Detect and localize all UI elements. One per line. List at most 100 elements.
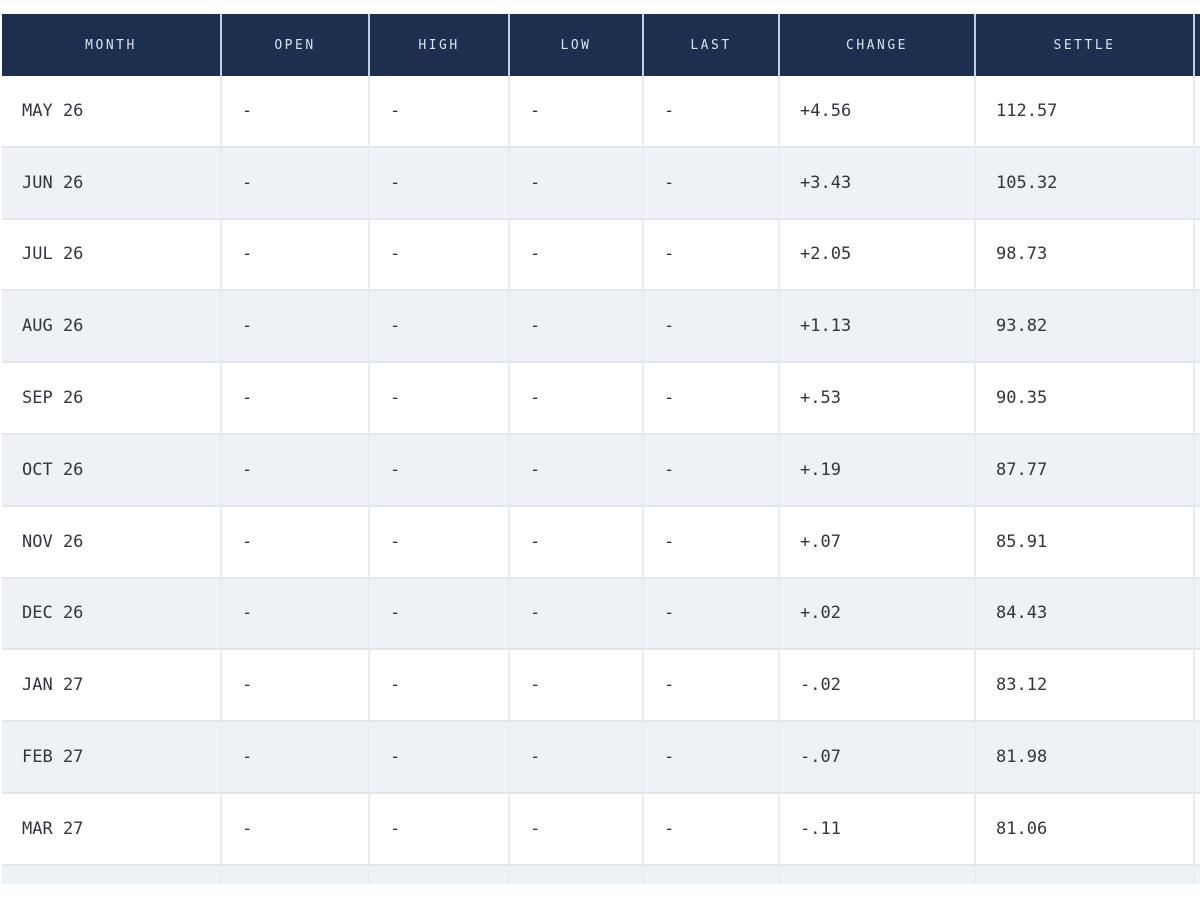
extra-cell [1193, 578, 1200, 651]
column-header-change: CHANGE [778, 14, 974, 76]
open-cell: - [220, 147, 368, 220]
last-cell: - [642, 650, 778, 723]
open-cell: - [220, 363, 368, 435]
extra-cell [1193, 793, 1200, 866]
low-cell: - [508, 722, 642, 794]
change-cell: +.02 [778, 578, 974, 651]
change-cell [778, 865, 974, 884]
high-cell: - [368, 76, 508, 148]
open-cell: - [220, 650, 368, 723]
high-cell: - [368, 219, 508, 292]
column-header-low: LOW [508, 14, 642, 76]
last-cell: - [642, 76, 778, 148]
table-row[interactable]: MAY 26- - - - +4.56 112.57 [2, 76, 1200, 148]
low-cell: - [508, 434, 642, 507]
low-cell: - [508, 363, 642, 435]
high-cell [368, 865, 508, 884]
extra-cell [1193, 722, 1200, 794]
extra-cell [1193, 291, 1200, 364]
low-cell: - [508, 506, 642, 579]
change-cell: -.11 [778, 793, 974, 866]
low-cell: - [508, 219, 642, 292]
table-row[interactable]: JAN 27- - - - -.02 83.12 [2, 650, 1200, 723]
month-cell: MAR 27 [2, 793, 220, 866]
extra-cell [1193, 363, 1200, 435]
table-row[interactable]: OCT 26- - - - +.19 87.77 [2, 434, 1200, 507]
extra-cell [1193, 76, 1200, 148]
extra-cell [1193, 650, 1200, 723]
change-cell: +.19 [778, 434, 974, 507]
open-cell: - [220, 219, 368, 292]
high-cell: - [368, 793, 508, 866]
month-cell: AUG 26 [2, 291, 220, 364]
table-row[interactable]: JUN 26- - - - +3.43 105.32 [2, 147, 1200, 220]
table-row[interactable]: AUG 26- - - - +1.13 93.82 [2, 291, 1200, 364]
month-cell: MAY 26 [2, 76, 220, 148]
quotes-table: MONTH OPEN HIGH LOW LAST CHANGE SETTLE MAY 26-… [2, 14, 1200, 884]
table-row[interactable] [2, 865, 1200, 884]
change-cell: -.02 [778, 650, 974, 723]
high-cell: - [368, 363, 508, 435]
futures-quotes-table: MONTH OPEN HIGH LOW LAST CHANGE SETTLE MAY 26-… [2, 14, 1200, 884]
open-cell: - [220, 578, 368, 651]
high-cell: - [368, 506, 508, 579]
settle-cell: 98.73 [974, 219, 1193, 292]
high-cell: - [368, 578, 508, 651]
last-cell: - [642, 506, 778, 579]
month-cell: JAN 27 [2, 650, 220, 723]
table-body: MAY 26- - - - +4.56 112.57 JUN 26- - - - +3.43 105.… [2, 76, 1200, 884]
last-cell [642, 865, 778, 884]
table-row[interactable]: NOV 26- - - - +.07 85.91 [2, 506, 1200, 579]
open-cell: - [220, 76, 368, 148]
table-row[interactable]: JUL 26- - - - +2.05 98.73 [2, 219, 1200, 292]
change-cell: +2.05 [778, 219, 974, 292]
low-cell: - [508, 76, 642, 148]
settle-cell: 81.98 [974, 722, 1193, 794]
change-cell: +4.56 [778, 76, 974, 148]
extra-cell [1193, 506, 1200, 579]
month-cell: OCT 26 [2, 434, 220, 507]
extra-cell [1193, 865, 1200, 884]
last-cell: - [642, 722, 778, 794]
high-cell: - [368, 650, 508, 723]
column-header-open: OPEN [220, 14, 368, 76]
table-row[interactable]: MAR 27- - - - -.11 81.06 [2, 793, 1200, 866]
column-header-month: MONTH [2, 14, 220, 76]
change-cell: +.53 [778, 363, 974, 435]
last-cell: - [642, 434, 778, 507]
extra-cell [1193, 219, 1200, 292]
open-cell: - [220, 722, 368, 794]
settle-cell: 105.32 [974, 147, 1193, 220]
high-cell: - [368, 722, 508, 794]
last-cell: - [642, 147, 778, 220]
low-cell: - [508, 650, 642, 723]
settle-cell: 90.35 [974, 363, 1193, 435]
extra-cell [1193, 147, 1200, 220]
open-cell: - [220, 793, 368, 866]
column-header-last: LAST [642, 14, 778, 76]
last-cell: - [642, 363, 778, 435]
open-cell [220, 865, 368, 884]
change-cell: +.07 [778, 506, 974, 579]
settle-cell [974, 865, 1193, 884]
month-cell: FEB 27 [2, 722, 220, 794]
month-cell [2, 865, 220, 884]
low-cell: - [508, 793, 642, 866]
low-cell [508, 865, 642, 884]
settle-cell: 83.12 [974, 650, 1193, 723]
extra-cell [1193, 434, 1200, 507]
high-cell: - [368, 147, 508, 220]
low-cell: - [508, 291, 642, 364]
column-header-high: HIGH [368, 14, 508, 76]
table-row[interactable]: FEB 27- - - - -.07 81.98 [2, 722, 1200, 794]
last-cell: - [642, 219, 778, 292]
last-cell: - [642, 291, 778, 364]
month-cell: NOV 26 [2, 506, 220, 579]
table-row[interactable]: DEC 26- - - - +.02 84.43 [2, 578, 1200, 651]
low-cell: - [508, 578, 642, 651]
last-cell: - [642, 578, 778, 651]
table-header-row: MONTH OPEN HIGH LOW LAST CHANGE SETTLE [2, 14, 1200, 76]
column-header-settle: SETTLE [974, 14, 1193, 76]
high-cell: - [368, 434, 508, 507]
table-row[interactable]: SEP 26- - - - +.53 90.35 [2, 363, 1200, 435]
